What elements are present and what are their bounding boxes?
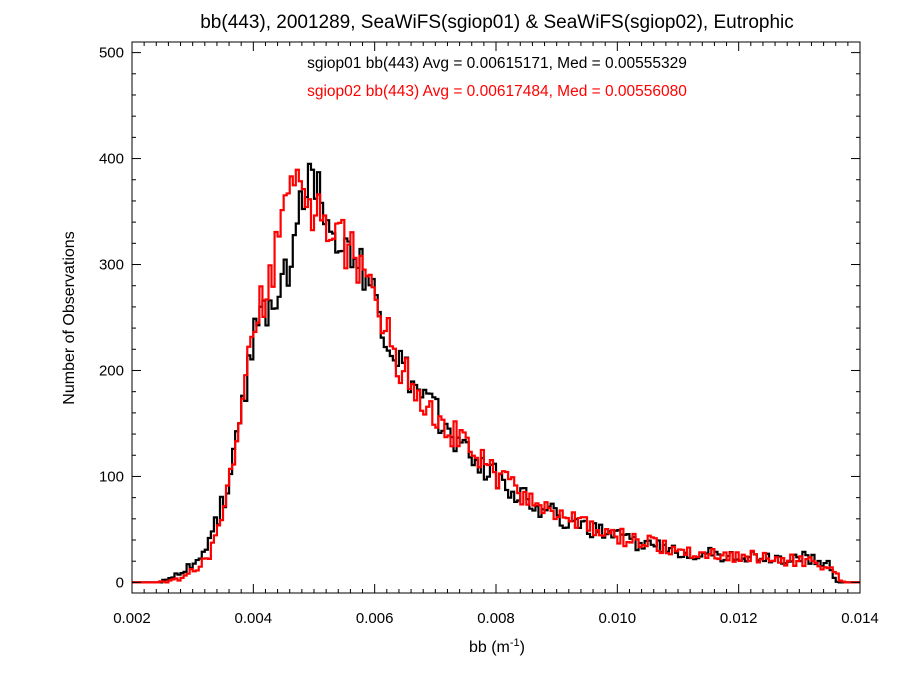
x-tick-label: 0.002: [113, 610, 151, 627]
x-axis: 0.002 0.004 0.006 0.008 0.010 0.012 0.014: [113, 42, 879, 627]
y-tick-label: 0: [116, 574, 124, 591]
y-axis: 0 100 200 300 400 500: [99, 45, 860, 591]
y-tick-label: 100: [99, 468, 124, 485]
x-axis-label-close: ): [520, 639, 525, 656]
stat-sgiop02: sgiop02 bb(443) Avg = 0.00617484, Med = …: [307, 83, 687, 100]
x-tick-label: 0.014: [841, 610, 879, 627]
stats-annotations: sgiop01 bb(443) Avg = 0.00615171, Med = …: [307, 55, 687, 100]
x-tick-label: 0.010: [599, 610, 637, 627]
y-tick-label: 500: [99, 45, 124, 62]
x-tick-label: 0.008: [477, 610, 515, 627]
y-axis-label: Number of Observations: [61, 231, 78, 404]
chart-title: bb(443), 2001289, SeaWiFS(sgiop01) & Sea…: [200, 12, 794, 33]
x-axis-label-sup: -1: [510, 637, 520, 649]
x-tick-label: 0.006: [356, 610, 394, 627]
plot-frame: [131, 41, 861, 594]
stat-sgiop01: sgiop01 bb(443) Avg = 0.00615171, Med = …: [307, 55, 687, 72]
histogram-series-2: [132, 168, 860, 584]
x-axis-label: bb (m-1): [469, 637, 525, 656]
y-tick-label: 400: [99, 151, 124, 168]
x-tick-label: 0.004: [235, 610, 273, 627]
x-tick-label: 0.012: [720, 610, 758, 627]
y-tick-label: 200: [99, 362, 124, 379]
histogram-series-1: [132, 162, 860, 584]
series-layer: [132, 162, 860, 584]
y-tick-label: 300: [99, 257, 124, 274]
x-axis-label-base: bb (m: [469, 639, 510, 656]
